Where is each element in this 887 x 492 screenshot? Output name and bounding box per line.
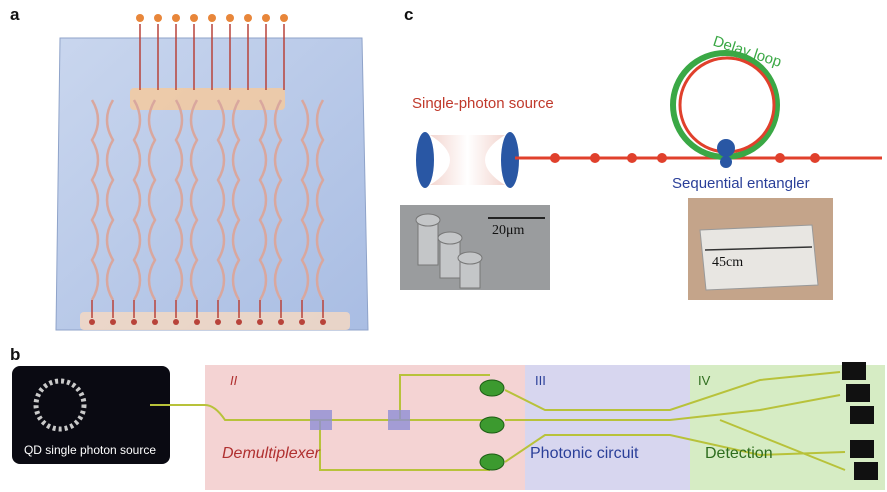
stage-numeral: IV xyxy=(698,373,711,388)
delay-loop xyxy=(680,58,774,152)
waveguide xyxy=(226,14,234,22)
stage-numeral: III xyxy=(535,373,546,388)
waveguide xyxy=(172,14,180,22)
delay-label: Delay loop xyxy=(711,33,784,71)
waveguide xyxy=(244,14,252,22)
waveguide xyxy=(320,319,326,325)
waveguide xyxy=(89,319,95,325)
panel-label: c xyxy=(404,5,413,24)
output-row xyxy=(80,312,350,330)
chip-scale: 45cm xyxy=(712,255,743,270)
stage-box xyxy=(525,365,690,490)
waveguide xyxy=(154,14,162,22)
beamsplitter xyxy=(310,410,332,430)
figure: a c Single-photon source Delay loop Sequ… xyxy=(0,0,887,492)
panel-label: b xyxy=(10,345,20,364)
waveguide xyxy=(215,319,221,325)
polarizers xyxy=(480,380,504,470)
stage-box xyxy=(205,365,525,490)
waveguide xyxy=(278,319,284,325)
cavity xyxy=(430,135,505,185)
waveguide xyxy=(262,14,270,22)
waveguide xyxy=(190,14,198,22)
waveguide xyxy=(152,319,158,325)
waveguide xyxy=(194,319,200,325)
waveguide xyxy=(173,319,179,325)
entangler-label: Sequential entangler xyxy=(672,175,810,192)
waveguide xyxy=(131,319,137,325)
stage-label: Detection xyxy=(705,445,773,462)
stage-label: Photonic circuit xyxy=(530,445,639,462)
waveguide xyxy=(257,319,263,325)
waveguide xyxy=(299,319,305,325)
mirror xyxy=(416,132,434,188)
waveguide xyxy=(136,14,144,22)
mirror xyxy=(501,132,519,188)
source-label: Single-photon source xyxy=(412,95,554,112)
waveguide xyxy=(280,14,288,22)
entangler xyxy=(717,139,735,157)
stage-numeral: II xyxy=(230,373,238,388)
waveguide xyxy=(110,319,116,325)
entangler xyxy=(720,156,732,168)
waveguide xyxy=(236,319,242,325)
sem-scale: 20μm xyxy=(492,223,525,238)
panel-label: a xyxy=(10,5,20,24)
waveguide xyxy=(208,14,216,22)
source-label: QD single photon source xyxy=(24,443,156,457)
source-row xyxy=(130,88,285,110)
beamsplitter xyxy=(388,410,410,430)
stage-label: Demultiplexer xyxy=(222,445,320,462)
